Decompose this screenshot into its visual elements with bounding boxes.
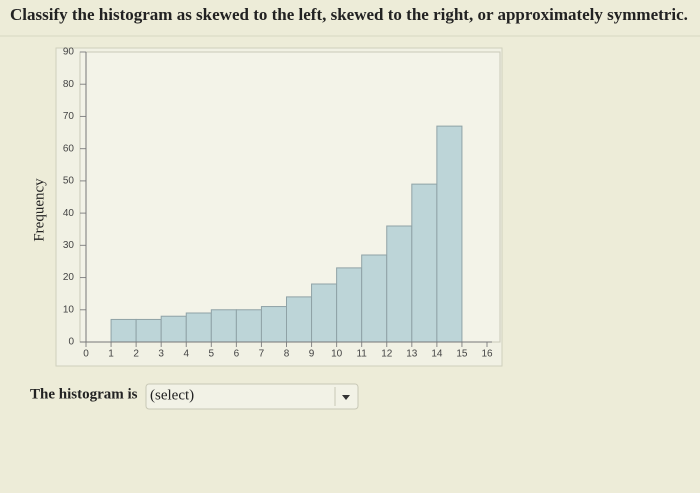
y-tick-label: 10 (63, 304, 75, 315)
bar (160, 315, 187, 343)
x-tick-label: 14 (431, 349, 443, 360)
y-tick-label: 60 (63, 143, 75, 154)
y-tick-label: 80 (63, 79, 75, 90)
x-tick-label: 11 (356, 349, 367, 360)
bar (235, 309, 262, 343)
y-tick-label: 90 (63, 47, 75, 58)
x-tick-label: 6 (234, 349, 240, 360)
bar (260, 306, 287, 343)
x-tick-label: 0 (83, 349, 89, 360)
x-tick-label: 1 (108, 349, 114, 360)
y-tick-label: 0 (68, 337, 74, 348)
bar (436, 125, 463, 343)
y-tick-label: 30 (63, 240, 75, 251)
question: Classify the histogram as skewed to the … (10, 5, 688, 24)
y-tick-label: 70 (63, 111, 75, 122)
y-axis-label: Frequency (31, 178, 47, 242)
x-tick-label: 8 (284, 349, 290, 360)
y-tick-label: 40 (63, 208, 75, 219)
answer-prompt: The histogram is (30, 386, 138, 402)
bar (311, 283, 338, 343)
y-tick-label: 20 (63, 272, 75, 283)
bar (185, 312, 212, 343)
x-tick-label: 15 (456, 349, 468, 360)
x-tick-label: 5 (209, 349, 215, 360)
bar (135, 318, 162, 343)
bar (336, 267, 363, 343)
bar (411, 183, 438, 343)
bar (361, 254, 388, 343)
x-tick-label: 2 (133, 349, 139, 360)
x-tick-label: 13 (406, 349, 418, 360)
x-tick-label: 7 (259, 349, 265, 360)
x-tick-label: 10 (331, 349, 343, 360)
dropdown-arrow[interactable] (342, 395, 350, 400)
x-tick-label: 4 (183, 349, 189, 360)
bar (286, 296, 313, 343)
x-tick-label: 12 (381, 349, 393, 360)
bar (386, 225, 413, 343)
dropdown-text[interactable]: (select) (150, 387, 194, 403)
bar (110, 318, 137, 343)
dropdown[interactable] (145, 383, 359, 410)
x-tick-label: 16 (481, 349, 493, 360)
x-tick-label: 3 (158, 349, 164, 360)
x-tick-label: 9 (309, 349, 315, 360)
bar (210, 309, 237, 343)
y-tick-label: 50 (63, 176, 75, 187)
